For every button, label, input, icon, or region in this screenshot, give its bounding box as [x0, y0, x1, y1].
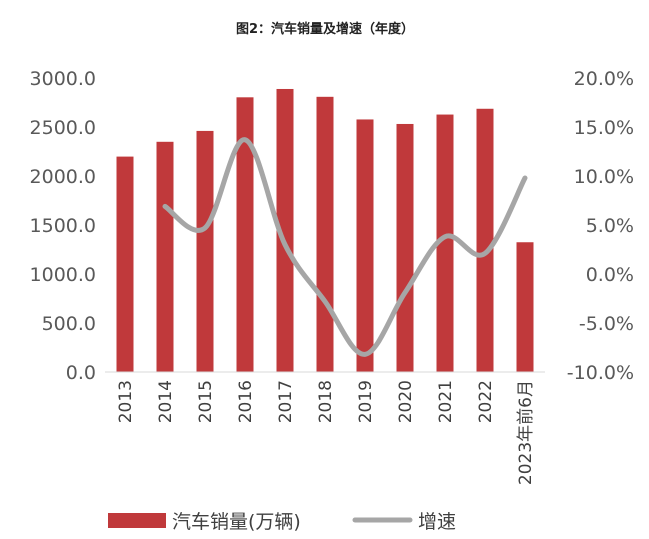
bar-2021: [436, 114, 454, 372]
x-tick-label: 2020: [396, 380, 416, 423]
left-tick-label: 0.0: [66, 362, 96, 384]
bar-2019: [356, 119, 374, 372]
x-tick-label: 2021: [436, 380, 456, 423]
x-tick-label: 2018: [316, 380, 336, 423]
bar-2017: [276, 88, 294, 372]
x-tick-label: 2017: [276, 380, 296, 423]
bar-2022: [476, 108, 494, 372]
right-tick-label: 10.0%: [574, 166, 634, 188]
chart-title: 图2：汽车销量及增速（年度）: [236, 21, 414, 37]
right-tick-label: 5.0%: [586, 215, 634, 237]
right-axis-ticks: -10.0% -5.0% 0.0% 5.0% 10.0% 15.0% 20.0%: [567, 68, 634, 384]
right-tick-label: -10.0%: [567, 362, 634, 384]
bar-2015: [196, 130, 214, 372]
left-tick-label: 1000.0: [30, 264, 96, 286]
x-tick-label: 2019: [356, 380, 376, 423]
bar-2014: [156, 141, 174, 372]
x-tick-label: 2023年前6月: [516, 380, 536, 485]
right-tick-label: -5.0%: [579, 313, 634, 335]
bar-2023年前6月: [516, 242, 534, 372]
x-tick-label: 2016: [236, 380, 256, 423]
left-tick-label: 500.0: [42, 313, 96, 335]
right-tick-label: 20.0%: [574, 68, 634, 90]
bar-2016: [236, 97, 254, 372]
bar-2018: [316, 96, 334, 372]
growth-line-path: [162, 137, 528, 357]
left-tick-label: 2500.0: [30, 117, 96, 139]
x-tick-label: 2014: [156, 380, 176, 423]
x-axis-ticks: 2013 2014 2015 2016 2017 2018 2019 2020 2021 2022…: [116, 380, 536, 485]
right-tick-label: 0.0%: [586, 264, 634, 286]
left-tick-label: 1500.0: [30, 215, 96, 237]
legend: 汽车销量(万辆) 增速: [108, 511, 456, 533]
legend-label-sales: 汽车销量(万辆): [172, 511, 301, 533]
x-tick-label: 2022: [476, 380, 496, 423]
right-tick-label: 15.0%: [574, 117, 634, 139]
legend-swatch-sales: [108, 513, 166, 528]
growth-line-series: [162, 137, 528, 357]
left-axis-ticks: 0.0 500.0 1000.0 1500.0 2000.0 2500.0 3000.0: [30, 68, 96, 384]
x-tick-label: 2015: [196, 380, 216, 423]
bar-series: [116, 88, 534, 372]
x-tick-label: 2013: [116, 380, 136, 423]
bar-2020: [396, 123, 414, 372]
legend-label-growth: 增速: [418, 511, 456, 533]
left-tick-label: 2000.0: [30, 166, 96, 188]
bar-2013: [116, 156, 134, 372]
left-tick-label: 3000.0: [30, 68, 96, 90]
